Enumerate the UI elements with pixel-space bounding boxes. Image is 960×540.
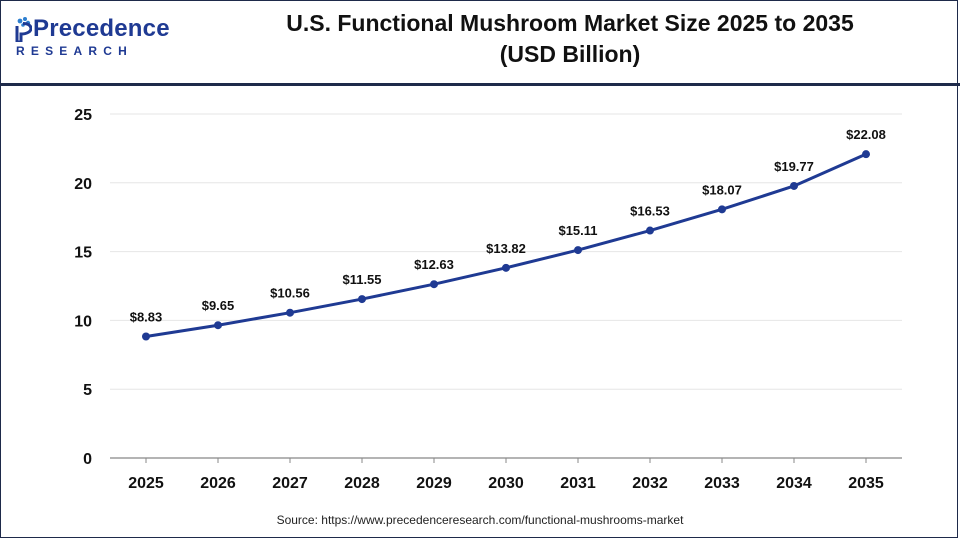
x-tick-label: 2027	[272, 475, 308, 492]
header-divider	[0, 83, 960, 86]
data-point	[502, 263, 510, 272]
data-label: $10.56	[270, 286, 310, 301]
data-label: $22.08	[846, 127, 886, 142]
data-point	[862, 150, 870, 159]
brand-tagline: RESEARCH	[16, 44, 133, 58]
source-note: Source: https://www.precedenceresearch.c…	[276, 513, 684, 527]
data-point	[430, 280, 438, 289]
data-label: $8.83	[130, 309, 163, 324]
x-tick-label: 2030	[488, 475, 524, 492]
data-point	[574, 246, 582, 255]
data-point	[286, 308, 294, 317]
y-tick-label: 15	[74, 245, 92, 262]
data-label: $16.53	[630, 204, 670, 219]
header: Precedence RESEARCH U.S. Functional Mush…	[0, 0, 960, 80]
x-tick-label: 2031	[560, 475, 596, 492]
x-tick-label: 2025	[128, 475, 164, 492]
logo-mark-icon	[14, 16, 33, 44]
data-point	[790, 181, 798, 190]
data-label: $12.63	[414, 257, 454, 272]
y-tick-label: 25	[74, 107, 92, 124]
data-label: $18.07	[702, 182, 742, 197]
brand-logo: Precedence RESEARCH	[14, 14, 170, 64]
data-label: $13.82	[486, 241, 526, 256]
x-tick-label: 2033	[704, 475, 740, 492]
brand-name: Precedence	[33, 15, 170, 42]
y-tick-label: 5	[83, 382, 92, 399]
y-tick-label: 10	[74, 313, 92, 330]
x-tick-label: 2032	[632, 475, 668, 492]
x-tick-label: 2026	[200, 475, 236, 492]
chart-title: U.S. Functional Mushroom Market Size 202…	[190, 8, 950, 70]
data-point	[646, 226, 654, 235]
x-tick-label: 2029	[416, 475, 452, 492]
data-point	[358, 295, 366, 304]
y-tick-label: 20	[74, 176, 92, 193]
x-tick-label: 2028	[344, 475, 380, 492]
data-label: $19.77	[774, 159, 814, 174]
data-point	[142, 332, 150, 341]
chart-title-line-2: (USD Billion)	[499, 41, 641, 67]
data-point	[718, 205, 726, 214]
data-label: $11.55	[342, 272, 381, 287]
chart-title-line-1: U.S. Functional Mushroom Market Size 202…	[286, 10, 854, 36]
x-tick-label: 2034	[776, 475, 812, 492]
data-point	[214, 321, 222, 330]
data-label: $15.11	[558, 223, 597, 238]
x-tick-label: 2035	[848, 475, 884, 492]
data-label: $9.65	[202, 298, 235, 313]
y-tick-label: 0	[83, 451, 92, 468]
